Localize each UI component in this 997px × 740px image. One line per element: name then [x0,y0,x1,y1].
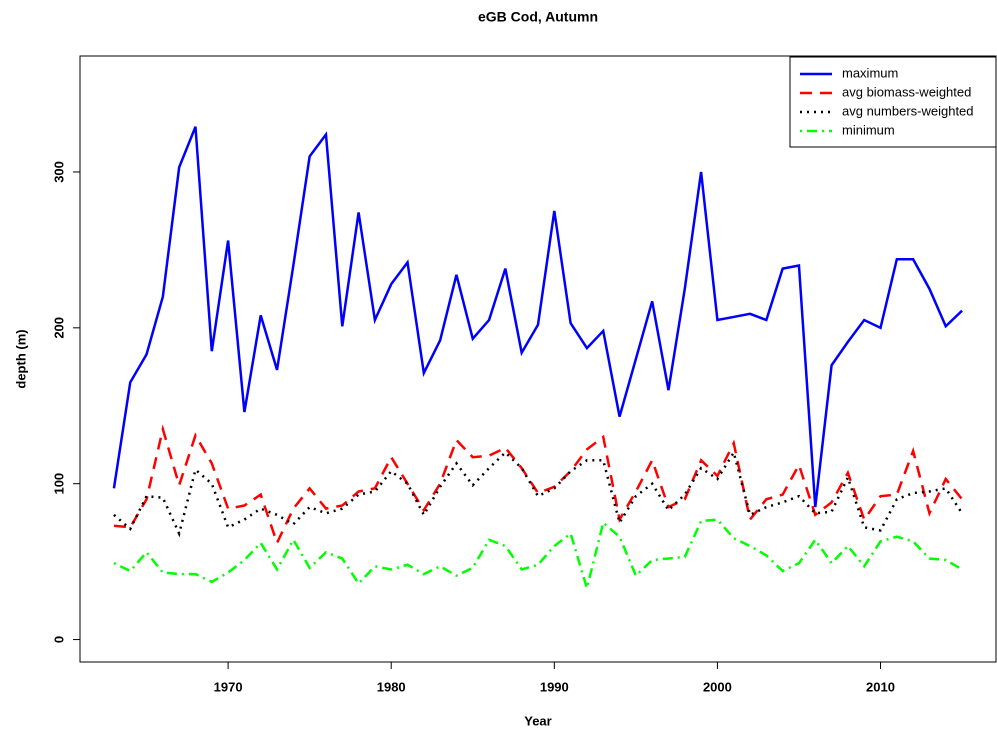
y-tick-label: 0 [51,636,66,643]
series-line [112,126,963,508]
legend-box [789,56,997,148]
y-axis-label: depth (m) [13,329,28,388]
legend-label: minimum [842,122,895,137]
y-tick-label: 200 [51,317,66,339]
series-line [113,424,964,547]
y-tick-label: 100 [51,473,66,495]
x-axis-label: Year [524,713,551,728]
plot-frame [79,55,997,663]
legend-label: avg biomass-weighted [842,84,971,99]
x-tick-label: 2010 [866,679,895,694]
legend-label: maximum [842,65,898,80]
x-tick-label: 2000 [703,679,732,694]
x-tick-label: 1990 [540,679,569,694]
x-tick-label: 1970 [214,679,243,694]
y-tick-label: 300 [51,161,66,183]
series-line [113,449,964,538]
series-line [113,518,963,593]
x-tick-label: 1980 [377,679,406,694]
legend-label: avg numbers-weighted [842,103,974,118]
chart-title: eGB Cod, Autumn [478,9,598,25]
